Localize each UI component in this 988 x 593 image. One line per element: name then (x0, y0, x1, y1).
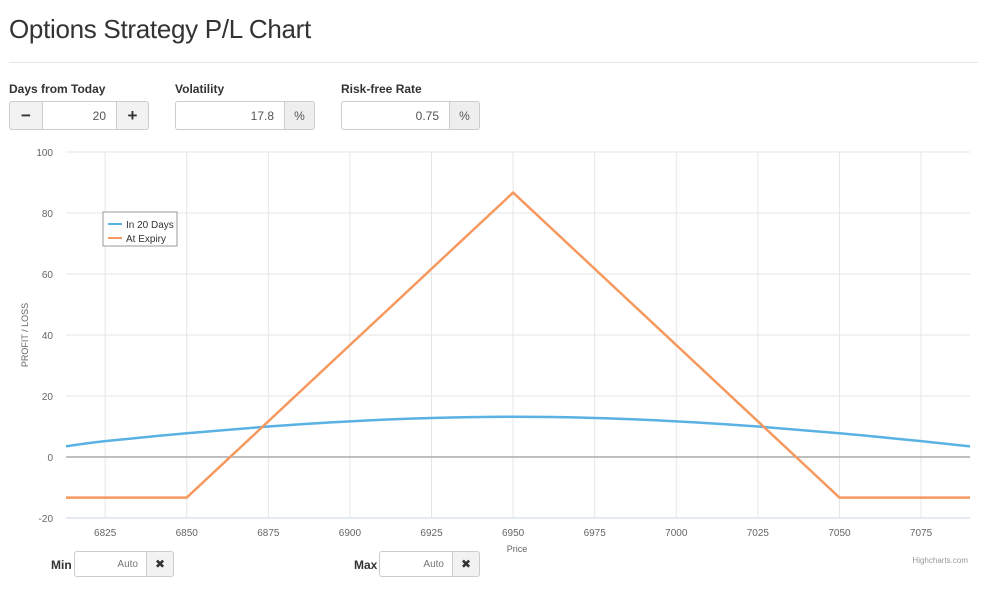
rate-group: % (341, 101, 480, 130)
rate-label: Risk-free Rate (341, 82, 422, 96)
max-label: Max (354, 558, 378, 572)
y-tick-label: 100 (36, 148, 53, 159)
y-axis-title: PROFIT / LOSS (20, 303, 30, 367)
legend-label-in-20-days[interactable]: In 20 Days (126, 220, 174, 231)
days-stepper: − + (9, 101, 149, 130)
y-tick-label: 60 (42, 270, 54, 281)
volatility-label: Volatility (175, 82, 225, 96)
max-clear-button[interactable]: ✖ (452, 551, 480, 577)
x-tick-label: 7025 (747, 528, 770, 539)
x-tick-label: 6850 (176, 528, 199, 539)
volatility-group: % (175, 101, 315, 130)
x-tick-label: 6900 (339, 528, 362, 539)
y-tick-label: 80 (42, 209, 54, 220)
x-tick-label: 6825 (94, 528, 117, 539)
x-tick-label: 7050 (828, 528, 851, 539)
pl-chart: 6825 6850 6875 6900 6925 6950 6975 7000 7025 7050… (20, 148, 971, 565)
page-title: Options Strategy P/L Chart (9, 14, 311, 44)
legend-box (102, 211, 178, 247)
volatility-unit: % (284, 101, 315, 130)
y-tick-label: 0 (47, 453, 53, 464)
y-tick-label: -20 (39, 514, 54, 525)
rate-input[interactable] (341, 101, 449, 130)
x-tick-label: 6950 (502, 528, 525, 539)
rate-unit: % (449, 101, 480, 130)
title-divider (9, 62, 978, 63)
y-tick-label: 20 (42, 392, 54, 403)
x-tick-label: 7000 (665, 528, 688, 539)
x-tick-label: 6975 (584, 528, 607, 539)
days-decrement-button[interactable]: − (9, 101, 43, 130)
legend-label-at-expiry[interactable]: At Expiry (126, 234, 166, 245)
min-input[interactable] (74, 551, 147, 577)
chart-legend[interactable]: In 20 Days At Expiry (102, 211, 178, 247)
series-line-at-expiry[interactable] (66, 191, 970, 499)
series-line-in-20-days[interactable] (65, 415, 971, 448)
max-input[interactable] (379, 551, 453, 577)
chart-series (65, 191, 971, 499)
x-tick-label: 7075 (910, 528, 933, 539)
chart-credits[interactable]: Highcharts.com (912, 556, 968, 565)
min-label: Min (51, 558, 72, 572)
days-increment-button[interactable]: + (116, 101, 149, 130)
x-tick-label: 6925 (420, 528, 443, 539)
days-label: Days from Today (9, 82, 106, 96)
days-input[interactable] (43, 101, 116, 130)
x-tick-label: 6875 (257, 528, 280, 539)
min-clear-button[interactable]: ✖ (146, 551, 174, 577)
chart-grid (66, 151, 970, 519)
chart-axes: 6825 6850 6875 6900 6925 6950 6975 7000 7025 7050… (36, 148, 970, 539)
y-tick-label: 40 (42, 331, 54, 342)
x-axis-title: Price (507, 544, 528, 554)
volatility-input[interactable] (175, 101, 284, 130)
